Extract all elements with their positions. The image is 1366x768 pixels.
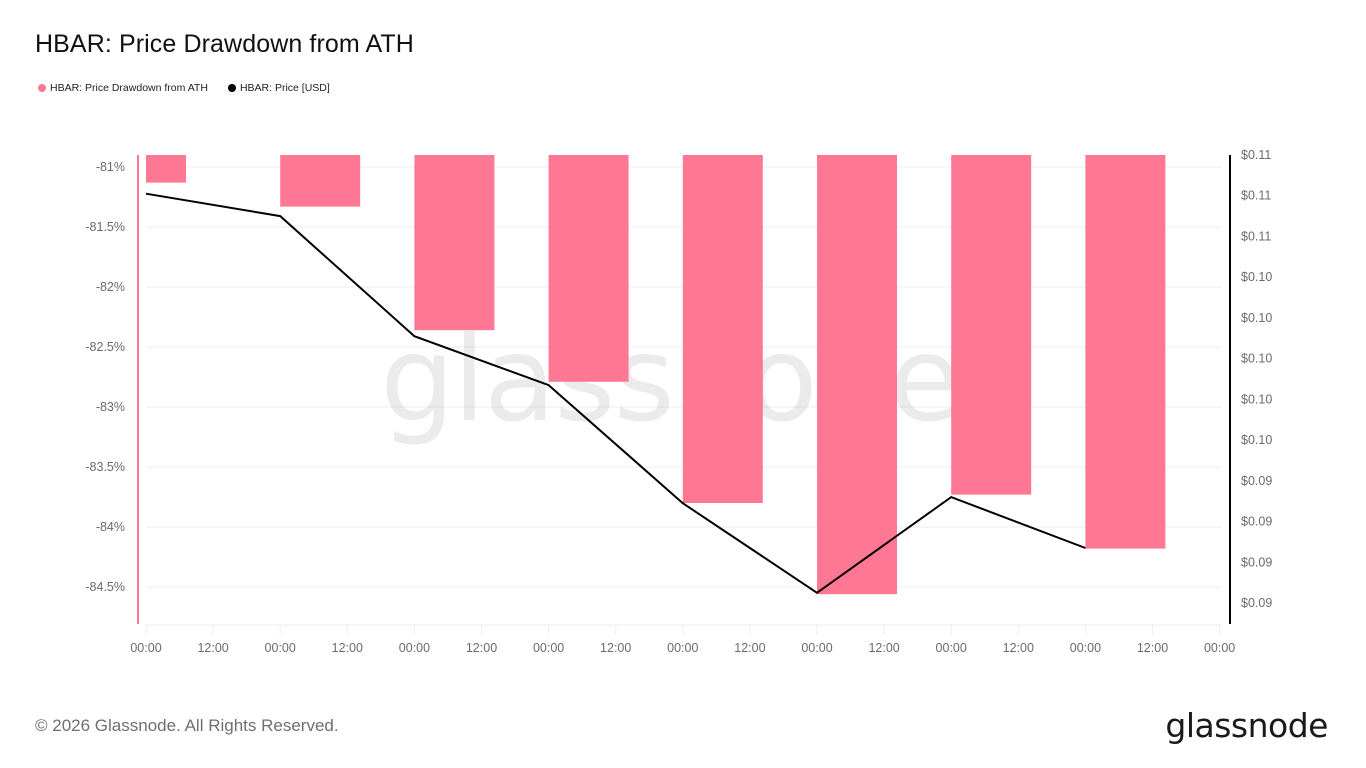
left-axis-tick-label: -83% — [96, 400, 125, 414]
x-axis-tick-label: 12:00 — [868, 641, 899, 655]
x-axis-tick-label: 12:00 — [600, 641, 631, 655]
drawdown-bar[interactable] — [548, 155, 629, 382]
price-line — [145, 192, 1086, 595]
x-axis-tick-label: 00:00 — [399, 641, 430, 655]
x-axis-tick-label: 12:00 — [466, 641, 497, 655]
x-axis-tick-label: 00:00 — [936, 641, 967, 655]
drawdown-bar[interactable] — [280, 155, 361, 207]
legend: HBAR: Price Drawdown from ATH HBAR: Pric… — [38, 82, 330, 94]
x-axis-tick-label: 00:00 — [533, 641, 564, 655]
legend-label: HBAR: Price [USD] — [239, 82, 330, 94]
drawdown-bar[interactable] — [817, 155, 897, 595]
legend-item-price[interactable]: HBAR: Price [USD] — [227, 82, 330, 94]
drawdown-bar[interactable] — [951, 155, 1032, 495]
left-axis: -81% -81.5% -82% -82.5% -83% -83.5% -84% -84.5% — [85, 155, 139, 624]
x-axis-tick-label: 12:00 — [734, 641, 765, 655]
left-axis-tick-label: -81% — [96, 160, 125, 174]
left-axis-tick-label: -82.5% — [85, 340, 125, 354]
drawdown-bar[interactable] — [414, 155, 495, 331]
right-axis-tick-label: $0.10 — [1241, 270, 1272, 284]
right-axis-tick-label: $0.11 — [1241, 189, 1271, 203]
drawdown-bar[interactable] — [682, 155, 763, 503]
circle-dot-icon — [227, 84, 236, 92]
x-axis-tick-label: 00:00 — [667, 641, 698, 655]
x-axis-tick-label: 12:00 — [1003, 641, 1034, 655]
chart-title: HBAR: Price Drawdown from ATH — [35, 30, 414, 58]
drawdown-bar[interactable] — [1085, 155, 1166, 549]
drawdown-bar[interactable] — [146, 155, 186, 183]
x-axis-tick-label: 12:00 — [197, 641, 228, 655]
left-axis-tick-label: -84.5% — [85, 580, 125, 594]
circle-dot-icon — [38, 84, 46, 92]
x-axis-tick-label: 00:00 — [130, 641, 161, 655]
brand-logo: glassnode — [1165, 706, 1328, 745]
drawdown-bars — [146, 155, 1166, 595]
left-axis-tick-label: -82% — [96, 280, 125, 294]
right-axis-tick-label: $0.11 — [1241, 148, 1271, 162]
left-axis-tick-label: -83.5% — [85, 460, 125, 474]
x-axis-tick-label: 00:00 — [801, 641, 832, 655]
right-axis-tick-label: $0.09 — [1241, 474, 1272, 488]
right-axis: $0.11 $0.11 $0.11 $0.10 $0.10 $0.10 $0.10 $0.10… — [1229, 148, 1272, 624]
left-axis-tick-label: -81.5% — [85, 220, 125, 234]
x-axis: 00:00 12:00 00:00 12:00 00:00 12:00 00:00 12:00… — [130, 624, 1235, 655]
x-axis-tick-label: 00:00 — [1070, 641, 1101, 655]
right-axis-tick-label: $0.09 — [1241, 555, 1272, 569]
right-axis-tick-label: $0.10 — [1241, 392, 1272, 406]
x-axis-tick-label: 12:00 — [332, 641, 363, 655]
x-axis-tick-label: 00:00 — [265, 641, 296, 655]
right-axis-tick-label: $0.09 — [1241, 515, 1272, 529]
legend-label: HBAR: Price Drawdown from ATH — [50, 82, 208, 94]
right-axis-tick-label: $0.10 — [1241, 433, 1272, 447]
x-axis-tick-label: 00:00 — [1204, 641, 1235, 655]
x-axis-tick-label: 12:00 — [1137, 641, 1168, 655]
right-axis-tick-label: $0.09 — [1241, 596, 1272, 610]
right-axis-tick-label: $0.10 — [1241, 352, 1272, 366]
right-axis-tick-label: $0.10 — [1241, 311, 1272, 325]
right-axis-tick-label: $0.11 — [1241, 229, 1271, 243]
left-axis-tick-label: -84% — [96, 520, 125, 534]
legend-item-drawdown[interactable]: HBAR: Price Drawdown from ATH — [38, 82, 208, 94]
copyright-text: © 2026 Glassnode. All Rights Reserved. — [35, 716, 339, 735]
